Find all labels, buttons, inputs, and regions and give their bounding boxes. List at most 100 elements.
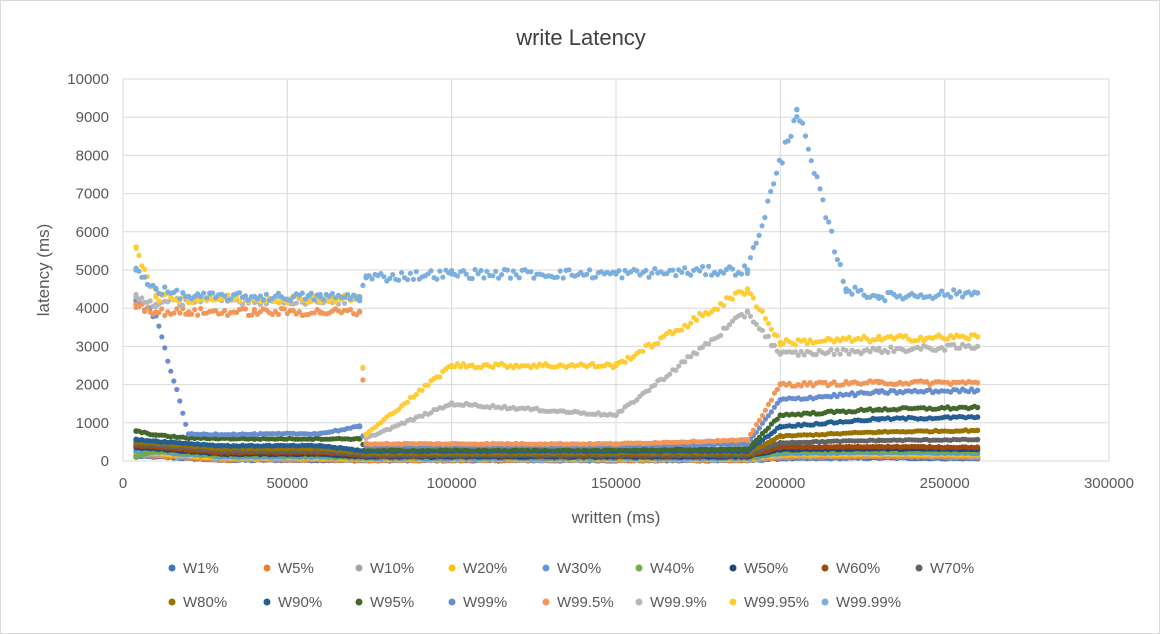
data-point [317, 442, 324, 449]
data-point [694, 351, 700, 357]
data-point [399, 270, 405, 276]
data-point [688, 320, 694, 326]
data-point [428, 268, 434, 274]
data-point [560, 275, 566, 281]
data-point [876, 416, 882, 422]
data-point [837, 351, 843, 357]
data-point [344, 291, 351, 298]
data-point [762, 214, 768, 221]
chart-title: write Latency [515, 25, 646, 50]
data-point [142, 274, 148, 280]
data-point [652, 382, 658, 388]
data-point [682, 265, 688, 271]
data-point [974, 436, 981, 443]
data-point [670, 267, 676, 273]
data-point [198, 305, 204, 312]
data-point [741, 314, 748, 320]
data-point [777, 433, 784, 440]
data-point [756, 417, 763, 423]
data-point [360, 377, 366, 383]
data-point [759, 327, 766, 333]
data-point [153, 438, 159, 444]
data-point [676, 363, 682, 369]
data-point [171, 310, 177, 316]
data-point [679, 327, 685, 333]
data-point [721, 302, 727, 309]
data-point [876, 336, 882, 342]
data-point [750, 295, 757, 301]
data-point [557, 268, 563, 274]
data-point [369, 276, 375, 282]
data-point [147, 298, 153, 304]
data-point [192, 307, 198, 313]
data-point [329, 290, 335, 297]
grid [122, 78, 1110, 462]
data-point [762, 316, 769, 322]
data-point [454, 273, 461, 279]
data-point [299, 290, 305, 296]
data-point [133, 436, 139, 443]
data-point [888, 344, 894, 350]
data-point [777, 397, 784, 403]
data-point [729, 266, 736, 272]
data-point [404, 277, 411, 283]
data-point [204, 295, 210, 301]
data-point [652, 266, 658, 272]
data-point [777, 423, 784, 430]
data-point [974, 343, 981, 350]
data-point [177, 310, 183, 316]
data-point [673, 273, 679, 279]
data-point [785, 138, 791, 144]
data-point [159, 306, 165, 312]
data-point [759, 308, 766, 314]
data-point [133, 244, 139, 250]
data-point [516, 275, 522, 281]
data-point [490, 273, 496, 279]
data-point [437, 268, 443, 274]
data-point [281, 306, 287, 312]
data-point [437, 374, 443, 380]
data-point [834, 347, 840, 353]
data-point [317, 430, 324, 437]
data-point [640, 348, 646, 354]
data-point [174, 386, 180, 393]
data-point [218, 442, 225, 449]
data-point [251, 431, 258, 438]
data-point [768, 188, 774, 195]
data-point [162, 284, 168, 290]
data-point [768, 397, 775, 403]
data-point [622, 359, 628, 365]
data-point [317, 309, 324, 315]
data-point [747, 255, 754, 261]
data-point [703, 272, 709, 278]
data-point [566, 267, 572, 273]
data-point [493, 268, 499, 274]
data-point [177, 296, 183, 302]
data-point [133, 454, 139, 461]
data-point [768, 326, 775, 332]
data-point [774, 333, 780, 339]
data-point [133, 428, 139, 435]
data-point [817, 186, 823, 192]
data-point [139, 295, 145, 301]
data-point [275, 311, 281, 318]
data-point [974, 427, 981, 434]
data-point [966, 336, 972, 342]
data-point [706, 263, 712, 269]
data-point [210, 290, 216, 296]
data-point [242, 306, 249, 312]
data-point [828, 347, 834, 353]
data-point [153, 309, 159, 315]
data-point [774, 386, 780, 393]
data-point [363, 441, 370, 447]
data-point [356, 309, 363, 315]
data-point [363, 431, 370, 438]
data-point [584, 271, 590, 277]
data-point [694, 317, 700, 323]
data-point [706, 341, 712, 347]
data-point [753, 321, 760, 327]
data-point [251, 309, 258, 315]
data-point [788, 133, 794, 139]
data-point [311, 297, 317, 303]
